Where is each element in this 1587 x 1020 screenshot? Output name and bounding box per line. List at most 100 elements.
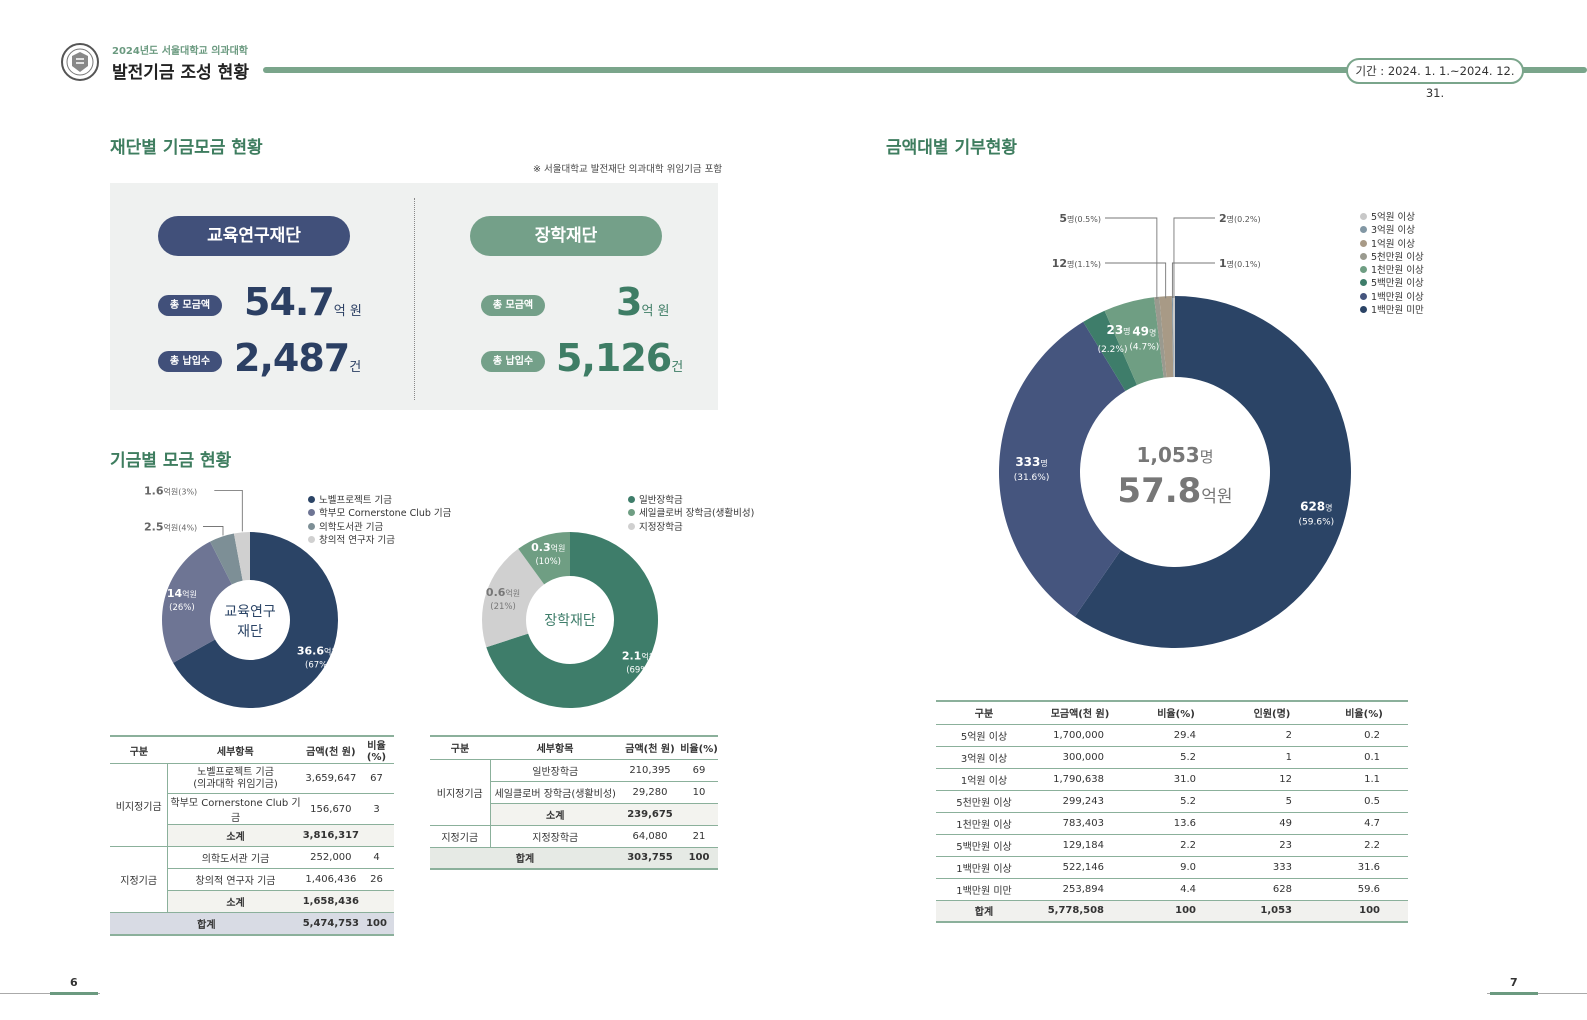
slice-label: 333명 xyxy=(1015,455,1047,469)
table-cell: 31.0 xyxy=(1128,768,1224,791)
sch-fund-table: 구분 세부항목 금액(천 원) 비율(%) 비지정기금 일반장학금 210,39… xyxy=(430,735,718,870)
slice-percent: (21%) xyxy=(490,602,516,612)
slice-text: 명 xyxy=(1067,259,1074,269)
ratio-cell xyxy=(359,890,394,913)
table-cell: 1백만원 미만 xyxy=(936,878,1032,901)
foundation-section-title: 재단별 기금모금 현황 xyxy=(110,138,263,158)
legend-swatch xyxy=(308,509,315,517)
table-cell: 5억원 이상 xyxy=(936,724,1032,747)
group-cell: 비지정기금 xyxy=(430,759,491,826)
amount-section-title: 금액대별 기부현황 xyxy=(886,138,1018,158)
legend-label: 1억원 이상 xyxy=(1371,238,1416,250)
slice-percent: (4.7%) xyxy=(1129,342,1159,352)
item-cell: 지정장학금 xyxy=(490,825,620,848)
legend-label: 세일클로버 장학금(생활비성) xyxy=(639,508,755,520)
period-badge: 기간 : 2024. 1. 1.~2024. 12. 31. xyxy=(1346,58,1524,100)
table-header: 비율(%) xyxy=(1128,700,1224,725)
total-cell: 1,053 xyxy=(1224,900,1320,923)
slice-unit: 억원 xyxy=(551,543,566,553)
total-amount: 5,474,753 xyxy=(302,912,360,936)
university-seal-icon xyxy=(61,43,99,81)
ratio-cell: 69 xyxy=(680,759,718,782)
header-subtitle: 2024년도 서울대학교 의과대학 xyxy=(112,46,248,57)
legend-swatch xyxy=(1360,306,1367,314)
legend-item: 1천만원 이상 xyxy=(1360,264,1424,277)
ratio-cell: 10 xyxy=(680,781,718,804)
legend-label: 1천만원 이상 xyxy=(1371,265,1424,277)
amount-cell: 64,080 xyxy=(620,825,680,848)
table-header: 금액(천 원) xyxy=(302,735,360,764)
total-cell: 합계 xyxy=(936,900,1032,923)
ratio-cell: 3 xyxy=(359,793,394,825)
table-cell: 333 xyxy=(1224,856,1320,879)
slice-percent: (10%) xyxy=(535,557,561,567)
slice-unit: 명 xyxy=(1325,502,1332,512)
slice-text: 1.6 xyxy=(144,484,164,497)
table-row: 창의적 연구자 기금 1,406,436 26 xyxy=(110,868,394,891)
amount-legend: 5억원 이상 3억원 이상 1억원 이상 5천만원 이상 1천만원 이상 5백만원 이상 1… xyxy=(1360,211,1424,317)
slice-percent: (2.2%) xyxy=(1098,345,1128,355)
table-row: 학부모 Cornerstone Club 기금 156,670 3 xyxy=(110,793,394,825)
slice-unit: 억원 xyxy=(182,589,197,599)
table-cell: 5.2 xyxy=(1128,746,1224,769)
legend-item: 창의적 연구자 기금 xyxy=(308,534,451,547)
ratio-cell: 21 xyxy=(680,825,718,848)
legend-item: 1백만원 미만 xyxy=(1360,304,1424,317)
table-cell: 1억원 이상 xyxy=(936,768,1032,791)
slice-label: 23명 xyxy=(1106,323,1130,337)
group-cell: 지정기금 xyxy=(430,825,491,848)
total-row: 합계 5,778,508 100 1,053 100 xyxy=(936,900,1408,923)
donut-slice xyxy=(173,532,338,708)
table-row: 1억원 이상 1,790,638 31.0 12 1.1 xyxy=(936,768,1408,791)
page-title: 발전기금 조성 현황 xyxy=(112,63,249,83)
amount-cell: 210,395 xyxy=(620,759,680,782)
table-cell: 783,403 xyxy=(1032,812,1128,835)
leader-line xyxy=(202,526,224,536)
slice-unit: 명 xyxy=(1040,458,1047,468)
legend-item: 3억원 이상 xyxy=(1360,224,1424,237)
fund-section-title: 기금별 모금 현황 xyxy=(110,451,232,471)
table-row: 지정기금 의학도서관 기금 252,000 4 xyxy=(110,846,394,913)
edu-fund-legend: 노벨프로젝트 기금 학부모 Cornerstone Club 기금 의학도서관 기금… xyxy=(308,494,451,547)
total-row: 합계 5,474,753 100 xyxy=(110,912,394,936)
amount-cell: 29,280 xyxy=(620,781,680,804)
edu-total-label: 총 모금액 xyxy=(158,295,222,316)
slice-text: (0.1%) xyxy=(1234,260,1261,269)
group-cell: 비지정기금 xyxy=(110,763,169,847)
legend-item: 1백만원 이상 xyxy=(1360,291,1424,304)
leader-line xyxy=(1173,217,1215,299)
table-cell: 2.2 xyxy=(1320,834,1408,857)
total-cell: 100 xyxy=(1320,900,1408,923)
slice-label: 5명(0.5%) xyxy=(1059,212,1101,225)
table-header: 금액(천 원) xyxy=(620,735,680,760)
donut-slice xyxy=(1154,296,1167,378)
center-amount-unit: 억원 xyxy=(1201,487,1232,507)
table-row: 1백만원 이상 522,146 9.0 333 31.6 xyxy=(936,856,1408,879)
table-cell: 23 xyxy=(1224,834,1320,857)
legend-item: 5천만원 이상 xyxy=(1360,251,1424,264)
slice-label: 1.6억원(3%) xyxy=(144,484,197,497)
edu-count-value: 2,487건 xyxy=(234,336,362,380)
ratio-cell: 67 xyxy=(359,763,394,794)
donut-slice xyxy=(998,321,1126,617)
total-ratio: 100 xyxy=(359,912,394,936)
legend-item: 학부모 Cornerstone Club 기금 xyxy=(308,507,451,520)
table-cell: 628 xyxy=(1224,878,1320,901)
table-row: 3억원 이상 300,000 5.2 1 0.1 xyxy=(936,746,1408,769)
slice-unit: 억원 xyxy=(641,651,656,661)
table-cell: 2 xyxy=(1224,724,1320,747)
group-cell: 지정기금 xyxy=(110,846,169,913)
leader-line xyxy=(214,489,243,532)
table-row: 5백만원 이상 129,184 2.2 23 2.2 xyxy=(936,834,1408,857)
total-cell: 5,778,508 xyxy=(1032,900,1128,923)
legend-item: 세일클로버 장학금(생활비성) xyxy=(628,507,754,520)
total-amount: 303,755 xyxy=(620,847,680,870)
donut-slice xyxy=(1159,296,1174,378)
legend-swatch xyxy=(1360,279,1367,287)
legend-label: 3억원 이상 xyxy=(1371,225,1416,237)
table-cell: 9.0 xyxy=(1128,856,1224,879)
legend-item: 지정장학금 xyxy=(628,521,754,534)
table-cell: 59.6 xyxy=(1320,878,1408,901)
edu-fund-table: 구분 세부항목 금액(천 원) 비율(%) 비지정기금 노벨프로젝트 기금 (의과… xyxy=(110,735,394,936)
item-cell: 소계 xyxy=(490,803,620,826)
